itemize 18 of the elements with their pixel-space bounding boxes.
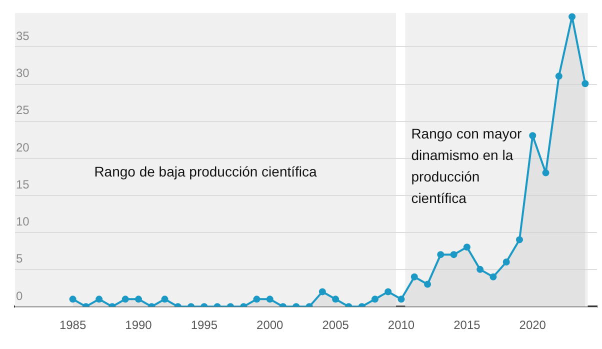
y-tick-label: 35 xyxy=(16,28,30,43)
y-tick-label: 0 xyxy=(16,288,23,303)
x-tick-label: 2005 xyxy=(322,318,350,332)
band-label: Rango de baja producción científica xyxy=(94,164,318,180)
y-tick-label: 25 xyxy=(16,103,30,118)
x-tick-label: 2010 xyxy=(388,318,415,332)
band-label: Rango con mayor dinamismo en la producción científica xyxy=(411,125,522,206)
y-tick-label: 5 xyxy=(16,252,23,266)
x-tick-label: 2020 xyxy=(519,318,546,332)
x-tick-label: 1985 xyxy=(59,318,86,332)
y-tick-label: 15 xyxy=(16,177,30,192)
x-tick-label: 1990 xyxy=(125,318,152,332)
x-tick-label: 2015 xyxy=(454,318,481,332)
x-tick-label: 1995 xyxy=(190,318,218,332)
x-tick-label: 2000 xyxy=(256,318,284,332)
y-tick-label: 30 xyxy=(16,66,30,80)
y-tick-label: 10 xyxy=(16,214,30,229)
y-tick-label: 20 xyxy=(16,140,30,154)
